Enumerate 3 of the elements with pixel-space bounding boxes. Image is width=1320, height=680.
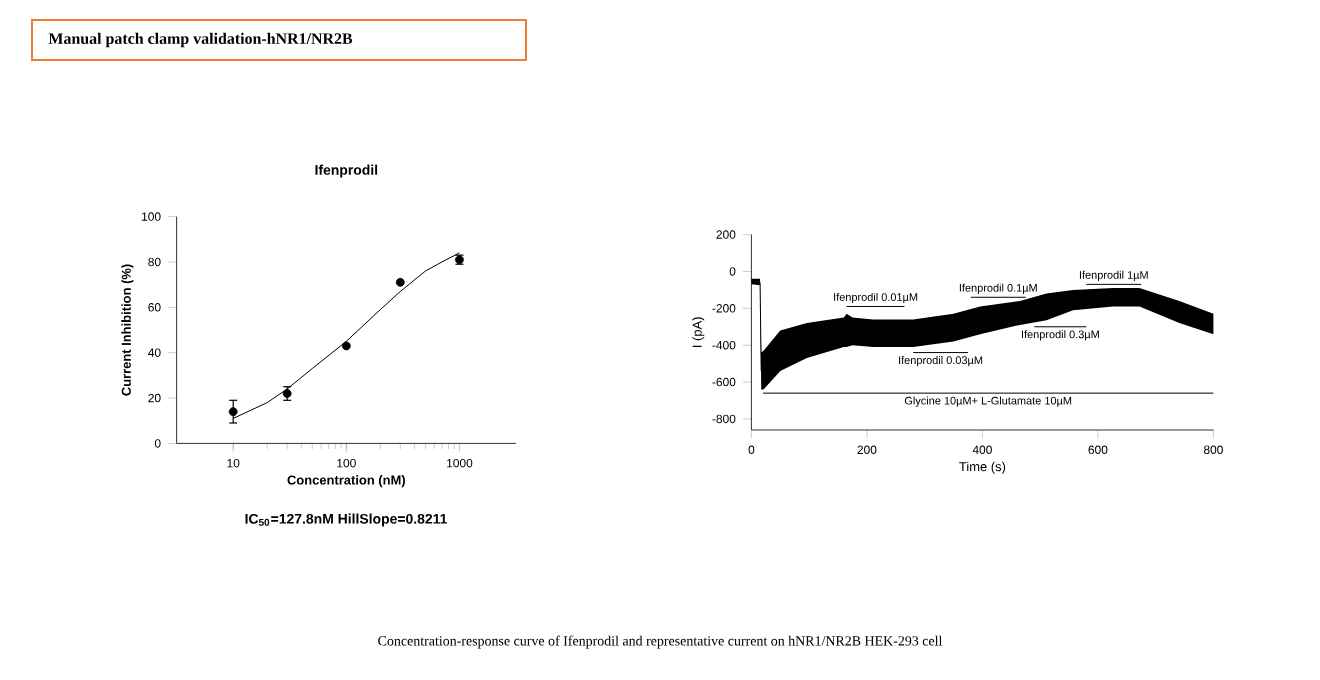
point xyxy=(228,407,238,417)
point xyxy=(395,277,405,287)
point xyxy=(341,341,351,351)
